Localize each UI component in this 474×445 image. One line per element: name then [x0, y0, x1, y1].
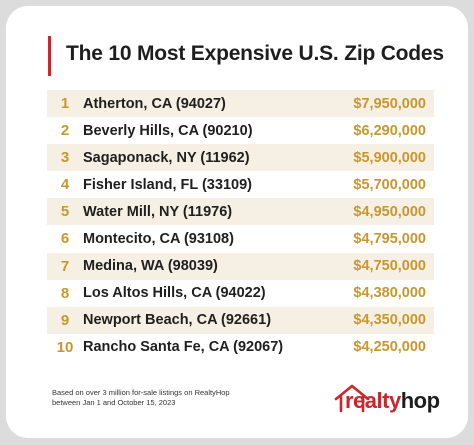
rank-number: 9	[60, 311, 70, 329]
zip-price: $4,795,000	[353, 230, 426, 247]
zip-price: $4,350,000	[353, 312, 426, 329]
zip-price: $5,900,000	[353, 149, 426, 166]
zip-name: Fisher Island, FL (33109)	[83, 176, 252, 193]
rank-number: 7	[60, 257, 70, 275]
rank-number: 1	[60, 95, 70, 112]
list-item: 3 Sagaponack, NY (11962) $5,900,000	[47, 144, 434, 172]
house-outline-icon	[334, 384, 370, 413]
brand-wordmark-part: realty	[345, 388, 401, 413]
zip-name: Newport Beach, CA (92661)	[83, 312, 272, 329]
zip-name: Medina, WA (98039)	[83, 258, 218, 275]
rank-number: 8	[60, 284, 70, 302]
zip-price: $4,380,000	[353, 285, 426, 302]
list-item: 8 Los Altos Hills, CA (94022) $4,380,000	[47, 280, 434, 307]
list-item: 2 Beverly Hills, CA (90210) $6,290,000	[47, 117, 434, 144]
list-item: 5 Water Mill, NY (11976) $4,950,000	[47, 198, 434, 226]
list-item: 9 Newport Beach, CA (92661) $4,350,000	[47, 306, 434, 334]
brand-wordmark: realtyhop	[345, 388, 440, 414]
zip-name: Los Altos Hills, CA (94022)	[83, 285, 266, 302]
zip-price: $6,290,000	[353, 122, 426, 139]
zip-price: $4,950,000	[353, 203, 426, 220]
infographic-card: The 10 Most Expensive U.S. Zip Codes 1 A…	[6, 6, 468, 438]
zip-name: Beverly Hills, CA (90210)	[83, 122, 253, 139]
zip-name: Water Mill, NY (11976)	[83, 203, 233, 220]
footnote-line: Based on over 3 million for-sale listing…	[52, 388, 230, 397]
rank-number: 4	[60, 176, 70, 194]
zip-price: $5,700,000	[353, 176, 426, 193]
zip-name: Sagaponack, NY (11962)	[83, 149, 250, 166]
footnote-line: between Jan 1 and October 15, 2023	[52, 398, 176, 407]
realtyhop-logo: realtyhop	[333, 378, 440, 414]
title-accent-bar	[48, 36, 51, 76]
list-item: 10 Rancho Santa Fe, CA (92067) $4,250,00…	[47, 334, 434, 361]
zip-price: $7,950,000	[353, 95, 426, 112]
rank-number: 5	[60, 203, 70, 221]
list-item: 1 Atherton, CA (94027) $7,950,000	[47, 90, 434, 117]
brand-wordmark-part: hop	[400, 388, 440, 413]
page-title: The 10 Most Expensive U.S. Zip Codes	[66, 42, 444, 65]
source-footnote: Based on over 3 million for-sale listing…	[52, 388, 272, 408]
zip-name: Montecito, CA (93108)	[83, 230, 234, 247]
list-item: 4 Fisher Island, FL (33109) $5,700,000	[47, 171, 434, 198]
list-item: 7 Medina, WA (98039) $4,750,000	[47, 252, 434, 280]
rank-number: 3	[60, 149, 70, 167]
rank-number: 2	[60, 122, 70, 140]
ranking-list: 1 Atherton, CA (94027) $7,950,000 2 Beve…	[47, 90, 434, 361]
rank-number: 10	[56, 338, 74, 356]
zip-name: Atherton, CA (94027)	[83, 95, 226, 112]
rank-number: 6	[60, 230, 70, 248]
list-item: 6 Montecito, CA (93108) $4,795,000	[47, 225, 434, 252]
zip-name: Rancho Santa Fe, CA (92067)	[83, 339, 284, 356]
zip-price: $4,750,000	[353, 258, 426, 275]
zip-price: $4,250,000	[353, 339, 426, 356]
